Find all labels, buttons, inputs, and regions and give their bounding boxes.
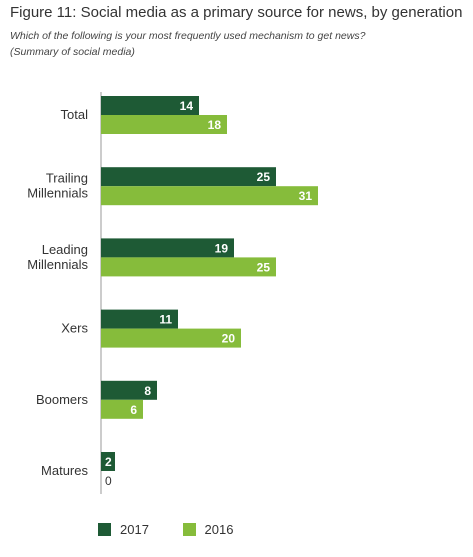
chart-subtitle-line-2: (Summary of social media) xyxy=(10,46,135,58)
category-label-line: Boomers xyxy=(36,392,89,407)
category-label-line: Matures xyxy=(41,463,88,478)
bar-2016 xyxy=(101,257,276,277)
data-label-2017: 25 xyxy=(257,170,271,184)
bar-2016 xyxy=(101,399,143,419)
bar-2017 xyxy=(101,380,157,400)
category-label: Boomers xyxy=(36,392,89,407)
category-label: Total xyxy=(61,107,89,122)
legend-item-2017: 2017 xyxy=(98,522,149,537)
category-label-line: Trailing xyxy=(46,171,88,186)
data-label-2017: 2 xyxy=(105,455,112,469)
chart-legend: 2017 2016 xyxy=(98,522,263,539)
category-label: Matures xyxy=(41,463,88,478)
data-label-2016: 20 xyxy=(222,332,236,346)
bar-2017 xyxy=(101,309,178,329)
category-label-line: Millennials xyxy=(27,257,88,272)
chart-subtitle-line-1: Which of the following is your most freq… xyxy=(10,30,366,42)
data-label-2017: 8 xyxy=(144,384,151,398)
bar-2016 xyxy=(101,186,318,206)
bar-2016 xyxy=(101,328,241,348)
data-label-2016: 6 xyxy=(130,403,137,417)
bar-2017 xyxy=(101,452,115,471)
bar-2017 xyxy=(101,238,234,258)
category-label-line: Total xyxy=(61,107,89,122)
data-label-2016: 18 xyxy=(208,118,222,132)
data-label-2016: 31 xyxy=(299,189,313,203)
data-label-2016: 0 xyxy=(105,474,112,488)
bar-2016 xyxy=(101,115,227,134)
legend-label-2016: 2016 xyxy=(204,522,234,537)
data-label-2016: 25 xyxy=(257,260,271,274)
data-label-2017: 11 xyxy=(159,313,172,327)
legend-swatch-2016 xyxy=(182,523,196,536)
data-label-2017: 19 xyxy=(215,241,229,255)
chart-subtitle: Which of the following is your most freq… xyxy=(10,28,470,60)
data-label-2017: 14 xyxy=(180,99,194,113)
category-label-line: Xers xyxy=(61,321,88,336)
legend-item-2016: 2016 xyxy=(182,522,234,537)
category-label: Xers xyxy=(61,321,88,336)
legend-swatch-2017 xyxy=(98,523,111,536)
bar-2017 xyxy=(101,167,276,187)
legend-label-2017: 2017 xyxy=(120,522,149,537)
category-label: Trailing Millennials xyxy=(27,171,88,201)
bar-2017 xyxy=(101,96,199,115)
category-label: Leading Millennials xyxy=(27,242,88,272)
category-label-line: Leading xyxy=(42,242,88,257)
chart-title: Figure 11: Social media as a primary sou… xyxy=(10,4,463,21)
category-label-line: Millennials xyxy=(27,186,88,201)
